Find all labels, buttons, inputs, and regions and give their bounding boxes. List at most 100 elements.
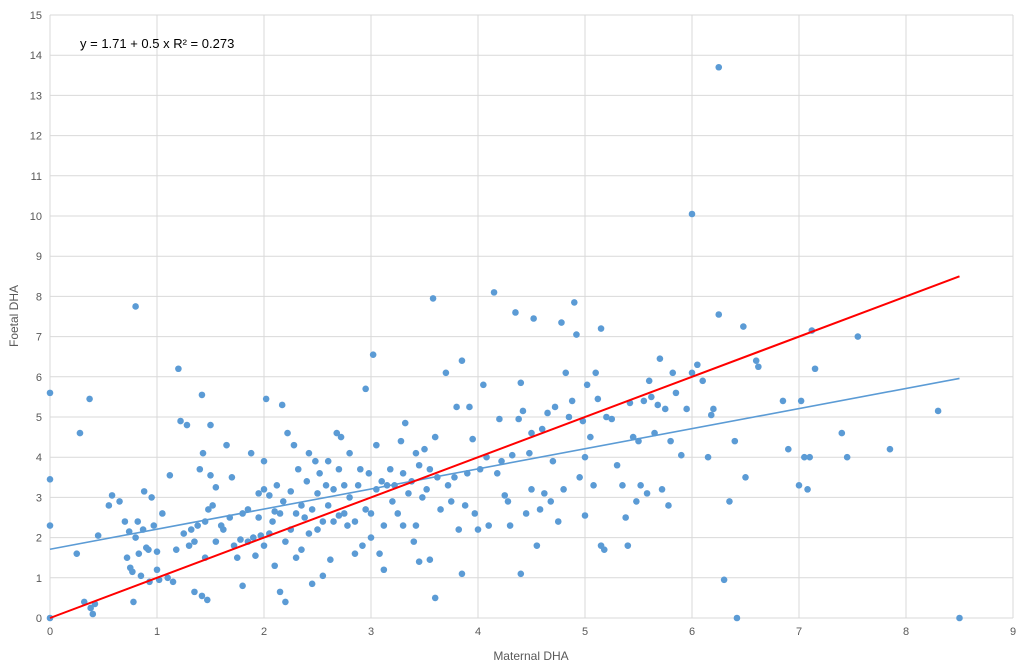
data-point [196, 465, 204, 473]
data-point [262, 395, 270, 403]
data-point [169, 578, 177, 586]
data-point [212, 484, 220, 491]
data-point [678, 451, 685, 459]
data-point [498, 457, 505, 465]
data-point [108, 492, 116, 499]
data-point [426, 556, 434, 564]
data-point [223, 441, 230, 449]
data-point [806, 453, 813, 461]
data-point [530, 315, 537, 322]
data-point [458, 570, 466, 578]
data-point [667, 437, 674, 445]
data-point [528, 429, 535, 437]
data-point [308, 580, 316, 588]
data-point [661, 405, 669, 413]
data-point [292, 510, 300, 517]
data-point [645, 377, 653, 385]
data-point [469, 435, 476, 443]
data-point [603, 413, 610, 421]
data-point [255, 490, 262, 497]
y-tick-label: 3 [36, 492, 42, 504]
data-point [365, 469, 373, 477]
data-point [568, 397, 576, 405]
data-point [581, 453, 589, 461]
data-point [239, 582, 246, 590]
data-point [622, 514, 629, 521]
data-point [380, 566, 388, 574]
data-point [121, 518, 129, 525]
data-point [303, 478, 311, 485]
data-point [105, 502, 113, 509]
data-point [533, 542, 541, 549]
data-point [779, 397, 787, 405]
y-tick-label: 11 [31, 171, 42, 183]
data-point [351, 550, 359, 557]
data-point [330, 518, 337, 525]
data-point [282, 598, 289, 606]
data-point [148, 494, 155, 501]
data-point [290, 441, 298, 449]
data-point [515, 415, 522, 423]
y-tick-label: 8 [36, 291, 42, 303]
y-tick-label: 12 [30, 131, 42, 143]
data-point [501, 492, 509, 499]
data-point [619, 482, 626, 489]
x-tick-label: 6 [689, 626, 695, 638]
data-point [412, 522, 420, 529]
data-point [538, 425, 546, 433]
y-tick-label: 9 [36, 251, 42, 263]
data-point [252, 552, 259, 559]
data-point [273, 482, 281, 489]
data-point [613, 461, 621, 469]
data-point [116, 498, 123, 505]
data-point [600, 546, 608, 553]
data-point [319, 572, 327, 580]
data-point [287, 488, 295, 495]
data-point [742, 474, 749, 481]
data-point [415, 461, 423, 469]
data-point [455, 526, 463, 533]
data-point [324, 457, 332, 465]
data-point [956, 614, 963, 622]
data-point [640, 397, 648, 405]
data-point [528, 486, 535, 493]
data-point [715, 63, 723, 71]
data-point [367, 510, 375, 517]
data-point [740, 323, 747, 330]
data-point [340, 510, 348, 517]
data-point [508, 451, 516, 459]
data-point [526, 449, 533, 457]
data-point [704, 453, 712, 461]
y-tick-label: 1 [36, 573, 42, 585]
data-point [276, 588, 284, 596]
data-point [175, 365, 182, 373]
data-point [843, 453, 851, 461]
data-point [305, 530, 313, 537]
data-point [710, 405, 717, 413]
data-point [337, 433, 345, 441]
data-point [648, 393, 655, 401]
y-tick-label: 2 [36, 533, 42, 545]
data-point [130, 598, 137, 606]
data-point [576, 474, 583, 481]
data-point [380, 522, 388, 529]
x-tick-label: 1 [154, 626, 160, 638]
data-point [354, 482, 362, 489]
data-point [333, 429, 341, 437]
data-point [308, 506, 316, 513]
data-point [597, 325, 605, 332]
data-point [260, 486, 268, 493]
data-point [688, 369, 696, 377]
data-points [46, 63, 963, 622]
data-point [490, 289, 498, 296]
data-point [554, 518, 562, 525]
data-point [397, 437, 405, 445]
data-point [549, 457, 557, 465]
data-point [565, 413, 573, 421]
data-point [583, 381, 591, 389]
data-point [316, 469, 323, 477]
data-point [624, 542, 632, 549]
data-point [592, 369, 599, 377]
data-point [187, 526, 195, 533]
x-tick-label: 0 [47, 626, 53, 638]
